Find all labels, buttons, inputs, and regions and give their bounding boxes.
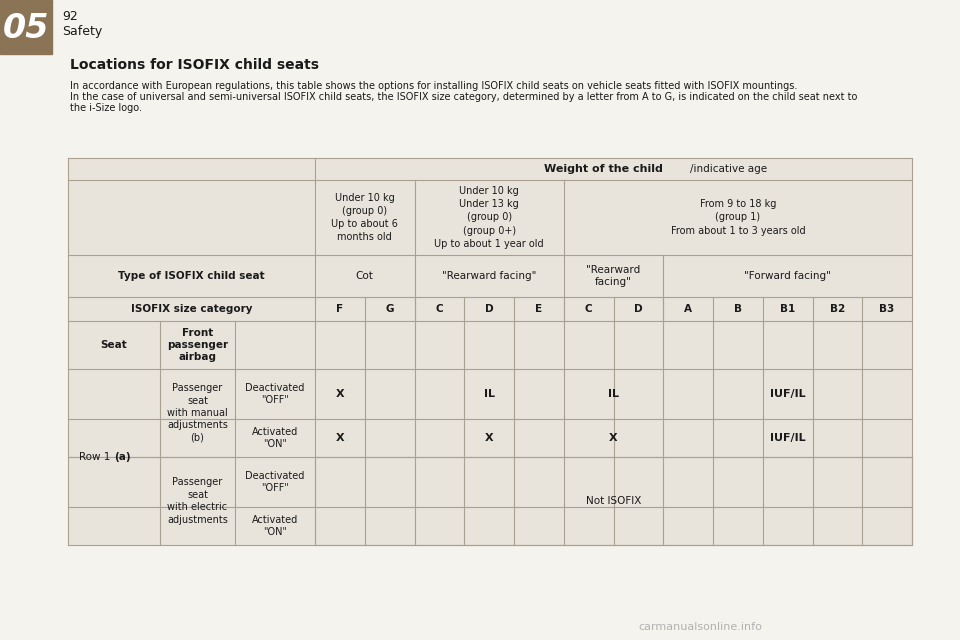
Text: the i-Size logo.: the i-Size logo. <box>70 103 142 113</box>
Text: IUF/IL: IUF/IL <box>770 389 805 399</box>
Text: E: E <box>536 304 542 314</box>
Text: G: G <box>385 304 394 314</box>
Text: In the case of universal and semi-universal ISOFIX child seats, the ISOFIX size : In the case of universal and semi-univer… <box>70 92 857 102</box>
Text: Row 1: Row 1 <box>80 452 114 462</box>
Text: "Rearward facing": "Rearward facing" <box>442 271 537 281</box>
Text: B1: B1 <box>780 304 795 314</box>
Text: F: F <box>336 304 344 314</box>
Text: IL: IL <box>608 389 619 399</box>
Text: Type of ISOFIX child seat: Type of ISOFIX child seat <box>118 271 265 281</box>
Text: 05: 05 <box>3 12 49 45</box>
Text: Deactivated
"OFF": Deactivated "OFF" <box>246 383 304 405</box>
Text: "Rearward
facing": "Rearward facing" <box>587 265 640 287</box>
Text: Under 10 kg
Under 13 kg
(group 0)
(group 0+)
Up to about 1 year old: Under 10 kg Under 13 kg (group 0) (group… <box>434 186 544 249</box>
Text: X: X <box>336 433 345 443</box>
Text: C: C <box>436 304 444 314</box>
Text: (a): (a) <box>114 452 131 462</box>
Text: A: A <box>684 304 692 314</box>
Text: carmanualsonline.info: carmanualsonline.info <box>638 622 762 632</box>
Text: "Forward facing": "Forward facing" <box>744 271 831 281</box>
Text: 92: 92 <box>62 10 78 24</box>
Text: Activated
"ON": Activated "ON" <box>252 515 299 537</box>
Text: Cot: Cot <box>356 271 373 281</box>
Text: C: C <box>585 304 592 314</box>
Text: Passenger
seat
with electric
adjustments: Passenger seat with electric adjustments <box>167 477 228 525</box>
Text: ISOFIX size category: ISOFIX size category <box>131 304 252 314</box>
Text: From 9 to 18 kg
(group 1)
From about 1 to 3 years old: From 9 to 18 kg (group 1) From about 1 t… <box>671 199 805 236</box>
Bar <box>0 0 52 54</box>
Text: Safety: Safety <box>62 26 103 38</box>
Bar <box>68 158 912 545</box>
Text: X: X <box>336 389 345 399</box>
Text: X: X <box>610 433 618 443</box>
Text: D: D <box>485 304 493 314</box>
Text: B2: B2 <box>829 304 845 314</box>
Text: Not ISOFIX: Not ISOFIX <box>586 496 641 506</box>
Text: Activated
"ON": Activated "ON" <box>252 427 299 449</box>
Text: D: D <box>634 304 642 314</box>
Text: IUF/IL: IUF/IL <box>770 433 805 443</box>
Text: Locations for ISOFIX child seats: Locations for ISOFIX child seats <box>70 58 319 72</box>
Text: In accordance with European regulations, this table shows the options for instal: In accordance with European regulations,… <box>70 81 798 91</box>
Text: IL: IL <box>484 389 494 399</box>
Text: Front
passenger
airbag: Front passenger airbag <box>167 328 228 362</box>
Text: B: B <box>733 304 742 314</box>
Text: X: X <box>485 433 493 443</box>
Text: Deactivated
"OFF": Deactivated "OFF" <box>246 471 304 493</box>
Text: /indicative age: /indicative age <box>690 164 767 174</box>
Text: Seat: Seat <box>101 340 128 350</box>
Bar <box>315 457 912 545</box>
Text: Weight of the child: Weight of the child <box>544 164 663 174</box>
Text: Passenger
seat
with manual
adjustments
(b): Passenger seat with manual adjustments (… <box>167 383 228 443</box>
Text: B3: B3 <box>879 304 895 314</box>
Text: Under 10 kg
(group 0)
Up to about 6
months old: Under 10 kg (group 0) Up to about 6 mont… <box>331 193 398 243</box>
